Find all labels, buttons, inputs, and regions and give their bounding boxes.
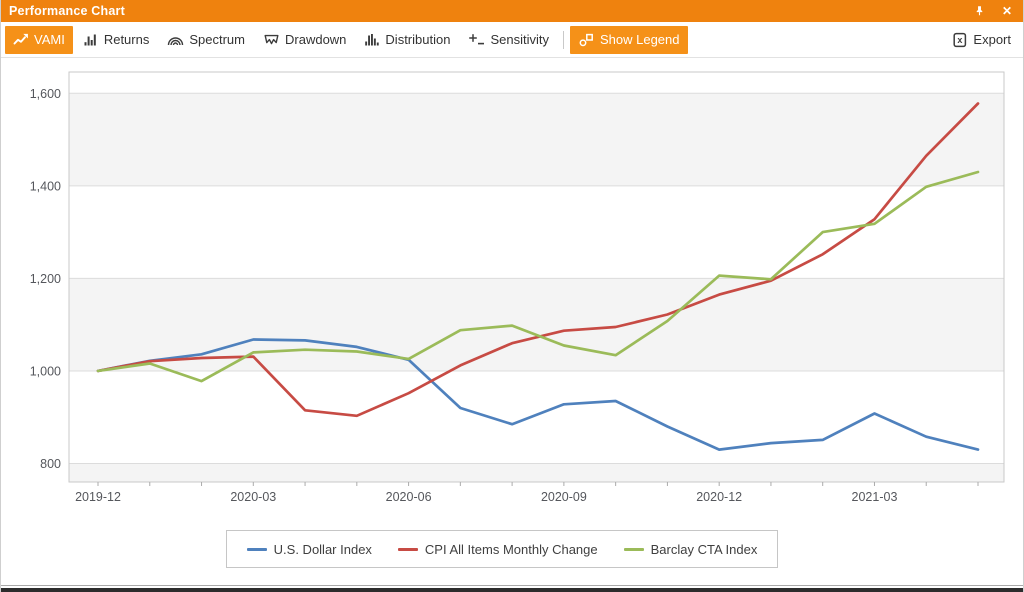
close-button[interactable]: ✕ <box>999 3 1015 19</box>
tab-sensitivity[interactable]: Sensitivity <box>460 26 557 54</box>
tab-vami[interactable]: VAMI <box>5 26 73 54</box>
toggle-show-legend[interactable]: Show Legend <box>570 26 688 54</box>
tab-spectrum[interactable]: Spectrum <box>159 26 253 54</box>
legend-label: U.S. Dollar Index <box>274 542 372 557</box>
sensitivity-plus-icon <box>468 32 485 48</box>
tab-label: VAMI <box>34 32 65 47</box>
performance-chart-window: Performance Chart ✕ VAMI <box>0 0 1024 592</box>
svg-text:x: x <box>958 35 963 45</box>
legend-swatch <box>624 548 644 551</box>
toolbar: VAMI Returns Spectrum Drawdown <box>1 22 1023 58</box>
pin-button[interactable] <box>971 3 987 19</box>
trend-arrow-icon <box>13 32 29 48</box>
svg-text:2021-03: 2021-03 <box>852 490 898 504</box>
export-label: Export <box>973 32 1011 47</box>
window-bottom-edge <box>1 588 1023 592</box>
svg-text:1,000: 1,000 <box>30 364 61 378</box>
svg-text:2019-12: 2019-12 <box>75 490 121 504</box>
legend-item: CPI All Items Monthly Change <box>398 542 598 557</box>
legend-item: Barclay CTA Index <box>624 542 758 557</box>
svg-text:2020-03: 2020-03 <box>230 490 276 504</box>
legend-swatch <box>247 548 267 551</box>
chart-panel: 800 1,000 1,200 1,400 1,600 2019-12 2020-03 202… <box>1 58 1023 585</box>
tab-label: Returns <box>104 32 150 47</box>
legend-label: Barclay CTA Index <box>651 542 758 557</box>
svg-text:1,200: 1,200 <box>30 272 61 286</box>
legend-item: U.S. Dollar Index <box>247 542 372 557</box>
titlebar-buttons: ✕ <box>971 3 1015 19</box>
tab-label: Distribution <box>385 32 450 47</box>
legend-label: CPI All Items Monthly Change <box>425 542 598 557</box>
tab-returns[interactable]: Returns <box>75 26 158 54</box>
svg-text:1,600: 1,600 <box>30 87 61 101</box>
legend: U.S. Dollar Index CPI All Items Monthly C… <box>226 530 779 568</box>
tab-label: Drawdown <box>285 32 346 47</box>
line-chart: 800 1,000 1,200 1,400 1,600 2019-12 2020-03 202… <box>1 58 1024 528</box>
svg-text:2020-09: 2020-09 <box>541 490 587 504</box>
titlebar: Performance Chart ✕ <box>1 0 1023 22</box>
svg-text:2020-06: 2020-06 <box>386 490 432 504</box>
show-legend-label: Show Legend <box>600 32 680 47</box>
window-title: Performance Chart <box>9 4 125 18</box>
close-icon: ✕ <box>1002 5 1012 17</box>
tab-distribution[interactable]: Distribution <box>356 26 458 54</box>
histogram-icon <box>364 32 380 48</box>
legend-swatch <box>398 548 418 551</box>
export-button[interactable]: x Export <box>944 26 1019 54</box>
tab-label: Spectrum <box>189 32 245 47</box>
drawdown-flag-icon <box>263 32 280 48</box>
svg-text:2020-12: 2020-12 <box>696 490 742 504</box>
spectrum-arcs-icon <box>167 32 184 48</box>
bar-chart-icon <box>83 32 99 48</box>
pin-icon <box>973 5 986 18</box>
tab-drawdown[interactable]: Drawdown <box>255 26 354 54</box>
excel-export-icon: x <box>952 32 968 48</box>
legend-shapes-icon <box>578 32 595 48</box>
tab-label: Sensitivity <box>490 32 549 47</box>
toolbar-separator <box>563 31 564 49</box>
svg-text:800: 800 <box>40 457 61 471</box>
svg-text:1,400: 1,400 <box>30 179 61 193</box>
